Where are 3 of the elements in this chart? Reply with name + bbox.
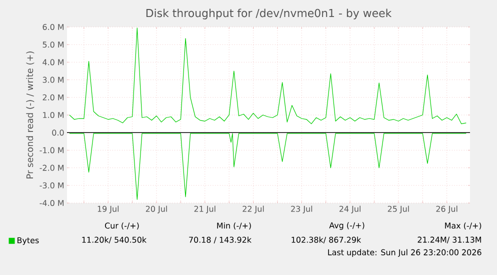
chart-title: Disk throughput for /dev/nvme0n1 - by week [146,8,392,20]
line-series [69,133,466,200]
y-axis-title: Pr second read (-) / write (+) [26,52,34,178]
